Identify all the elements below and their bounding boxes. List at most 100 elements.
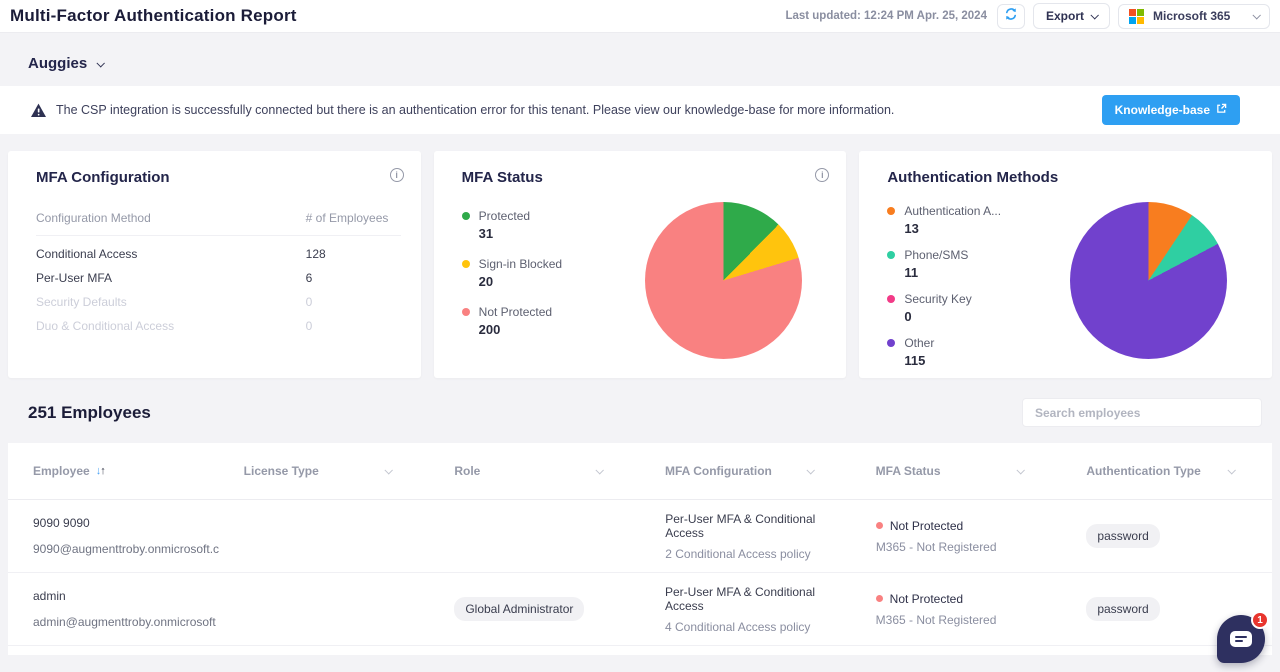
warning-banner: The CSP integration is successfully conn… bbox=[0, 86, 1280, 134]
legend-dot bbox=[461, 308, 470, 316]
knowledge-base-button[interactable]: Knowledge-base bbox=[1101, 95, 1240, 125]
employees-heading: 251 Employees bbox=[28, 402, 151, 422]
legend-item: Protected 31 bbox=[461, 209, 620, 241]
legend-item: Other 115 bbox=[887, 336, 1045, 368]
config-count: 0 bbox=[305, 319, 313, 333]
organization-dropdown[interactable]: Auggies bbox=[28, 55, 106, 72]
mfa-status-cell: Not Protected bbox=[889, 591, 964, 606]
legend-value: 200 bbox=[478, 322, 501, 337]
mfa-configuration-card: MFA Configuration i Configuration Method… bbox=[8, 151, 421, 378]
chat-icon bbox=[1230, 631, 1252, 647]
auth-type-badge: password bbox=[1086, 597, 1160, 621]
tenant-selector-value: Microsoft 365 bbox=[1153, 9, 1231, 23]
legend-dot bbox=[461, 212, 470, 220]
warning-icon bbox=[30, 103, 47, 118]
legend-item: Security Key 0 bbox=[887, 292, 1045, 324]
top-bar: Multi-Factor Authentication Report Last … bbox=[0, 0, 1280, 33]
config-row: Security Defaults 0 bbox=[36, 290, 401, 314]
knowledge-base-button-label: Knowledge-base bbox=[1114, 103, 1210, 117]
configuration-table: Configuration Method # of Employees Cond… bbox=[36, 206, 401, 338]
chevron-down-icon bbox=[1090, 11, 1099, 20]
config-row: Per-User MFA 6 bbox=[36, 266, 401, 290]
legend-item: Authentication A... 13 bbox=[887, 204, 1045, 236]
legend-item: Sign-in Blocked 20 bbox=[461, 257, 620, 289]
export-button[interactable]: Export bbox=[1032, 3, 1110, 29]
table-header-row: Employee ↓↑ License Type Role MFA Config… bbox=[8, 443, 1272, 500]
legend-value: 13 bbox=[904, 221, 919, 236]
legend-value: 0 bbox=[904, 309, 912, 324]
column-header-role[interactable]: Role bbox=[429, 464, 640, 478]
legend-dot bbox=[461, 260, 470, 268]
mfa-status-cell: Not Protected bbox=[889, 518, 964, 533]
status-dot bbox=[875, 522, 883, 529]
refresh-icon bbox=[1004, 7, 1018, 26]
mfa-status-card: MFA Status i Protected 31 Sign-in Blocke… bbox=[433, 151, 847, 378]
column-header-license-type[interactable]: License Type bbox=[219, 464, 430, 478]
config-count: 0 bbox=[305, 295, 313, 309]
last-updated-text: Last updated: 12:24 PM Apr. 25, 2024 bbox=[785, 10, 987, 22]
authentication-methods-pie-chart bbox=[1070, 202, 1228, 359]
chevron-down-icon bbox=[595, 466, 604, 475]
config-method: Security Defaults bbox=[36, 295, 127, 309]
warning-banner-text: The CSP integration is successfully conn… bbox=[56, 103, 895, 117]
organization-name: Auggies bbox=[28, 55, 88, 72]
tenant-selector[interactable]: Microsoft 365 bbox=[1118, 3, 1270, 29]
mfa-config-sub: 4 Conditional Access policy bbox=[665, 619, 811, 634]
legend-label: Security Key bbox=[904, 292, 972, 306]
employee-email: 9090@augmenttroby.onmicrosoft.c bbox=[33, 542, 220, 556]
mfa-status-sub: M365 - Not Registered bbox=[875, 539, 997, 554]
refresh-button[interactable] bbox=[996, 3, 1025, 29]
sort-icon[interactable]: ↓↑ bbox=[95, 465, 106, 477]
column-header-employee[interactable]: Employee ↓↑ bbox=[33, 464, 106, 478]
column-header-mfa-configuration[interactable]: MFA Configuration bbox=[640, 464, 851, 478]
card-title: MFA Configuration bbox=[36, 169, 170, 186]
chat-unread-badge: 1 bbox=[1251, 611, 1269, 629]
config-count: 6 bbox=[305, 271, 313, 285]
config-method: Per-User MFA bbox=[36, 271, 113, 285]
page-title: Multi-Factor Authentication Report bbox=[10, 6, 297, 25]
mfa-status-sub: M365 - Not Registered bbox=[875, 612, 997, 627]
card-title: MFA Status bbox=[461, 169, 543, 186]
table-row[interactable]: 9090 9090 9090@augmenttroby.onmicrosoft.… bbox=[8, 500, 1272, 573]
column-header-mfa-status[interactable]: MFA Status bbox=[851, 464, 1062, 478]
role-badge: Global Administrator bbox=[454, 597, 585, 621]
status-dot bbox=[875, 595, 883, 602]
config-row: Duo & Conditional Access 0 bbox=[36, 314, 401, 338]
export-button-label: Export bbox=[1045, 9, 1084, 23]
chevron-down-icon bbox=[96, 58, 106, 68]
chat-widget-button[interactable]: 1 bbox=[1217, 611, 1269, 663]
legend-dot bbox=[887, 251, 896, 259]
chevron-down-icon bbox=[384, 466, 394, 475]
legend-label: Phone/SMS bbox=[904, 248, 969, 262]
employees-table: Employee ↓↑ License Type Role MFA Config… bbox=[8, 443, 1272, 655]
mfa-config-sub: 2 Conditional Access policy bbox=[665, 546, 811, 561]
microsoft-logo-icon bbox=[1129, 8, 1144, 24]
external-link-icon bbox=[1216, 103, 1227, 117]
legend-item: Phone/SMS 11 bbox=[887, 248, 1045, 280]
column-header-count: # of Employees bbox=[305, 211, 389, 225]
legend-value: 11 bbox=[904, 265, 919, 280]
table-row[interactable]: admin admin@augmenttroby.onmicrosoft Glo… bbox=[8, 573, 1272, 646]
chart-legend: Authentication A... 13 Phone/SMS 11 Secu… bbox=[887, 202, 1045, 368]
card-title: Authentication Methods bbox=[887, 169, 1059, 186]
mfa-status-pie-chart bbox=[644, 202, 802, 359]
legend-label: Other bbox=[904, 336, 935, 350]
chevron-down-icon bbox=[1016, 466, 1026, 475]
search-input[interactable] bbox=[1022, 398, 1262, 427]
column-header-authentication-type[interactable]: Authentication Type bbox=[1061, 464, 1272, 478]
mfa-config-cell: Per-User MFA & Conditional Access bbox=[665, 511, 816, 540]
employee-name: admin bbox=[33, 589, 66, 603]
legend-value: 20 bbox=[478, 274, 494, 289]
legend-label: Protected bbox=[478, 209, 531, 223]
legend-dot bbox=[887, 207, 896, 215]
chevron-down-icon bbox=[1227, 466, 1236, 475]
info-icon[interactable]: i bbox=[815, 168, 830, 182]
legend-label: Not Protected bbox=[478, 305, 553, 319]
config-method: Duo & Conditional Access bbox=[36, 319, 175, 333]
column-header-method: Configuration Method bbox=[36, 211, 151, 225]
chart-legend: Protected 31 Sign-in Blocked 20 Not Prot… bbox=[461, 202, 620, 359]
legend-item: Not Protected 200 bbox=[461, 305, 620, 337]
chevron-down-icon bbox=[1252, 11, 1261, 20]
info-icon[interactable]: i bbox=[389, 168, 404, 182]
legend-label: Authentication A... bbox=[904, 204, 1002, 218]
